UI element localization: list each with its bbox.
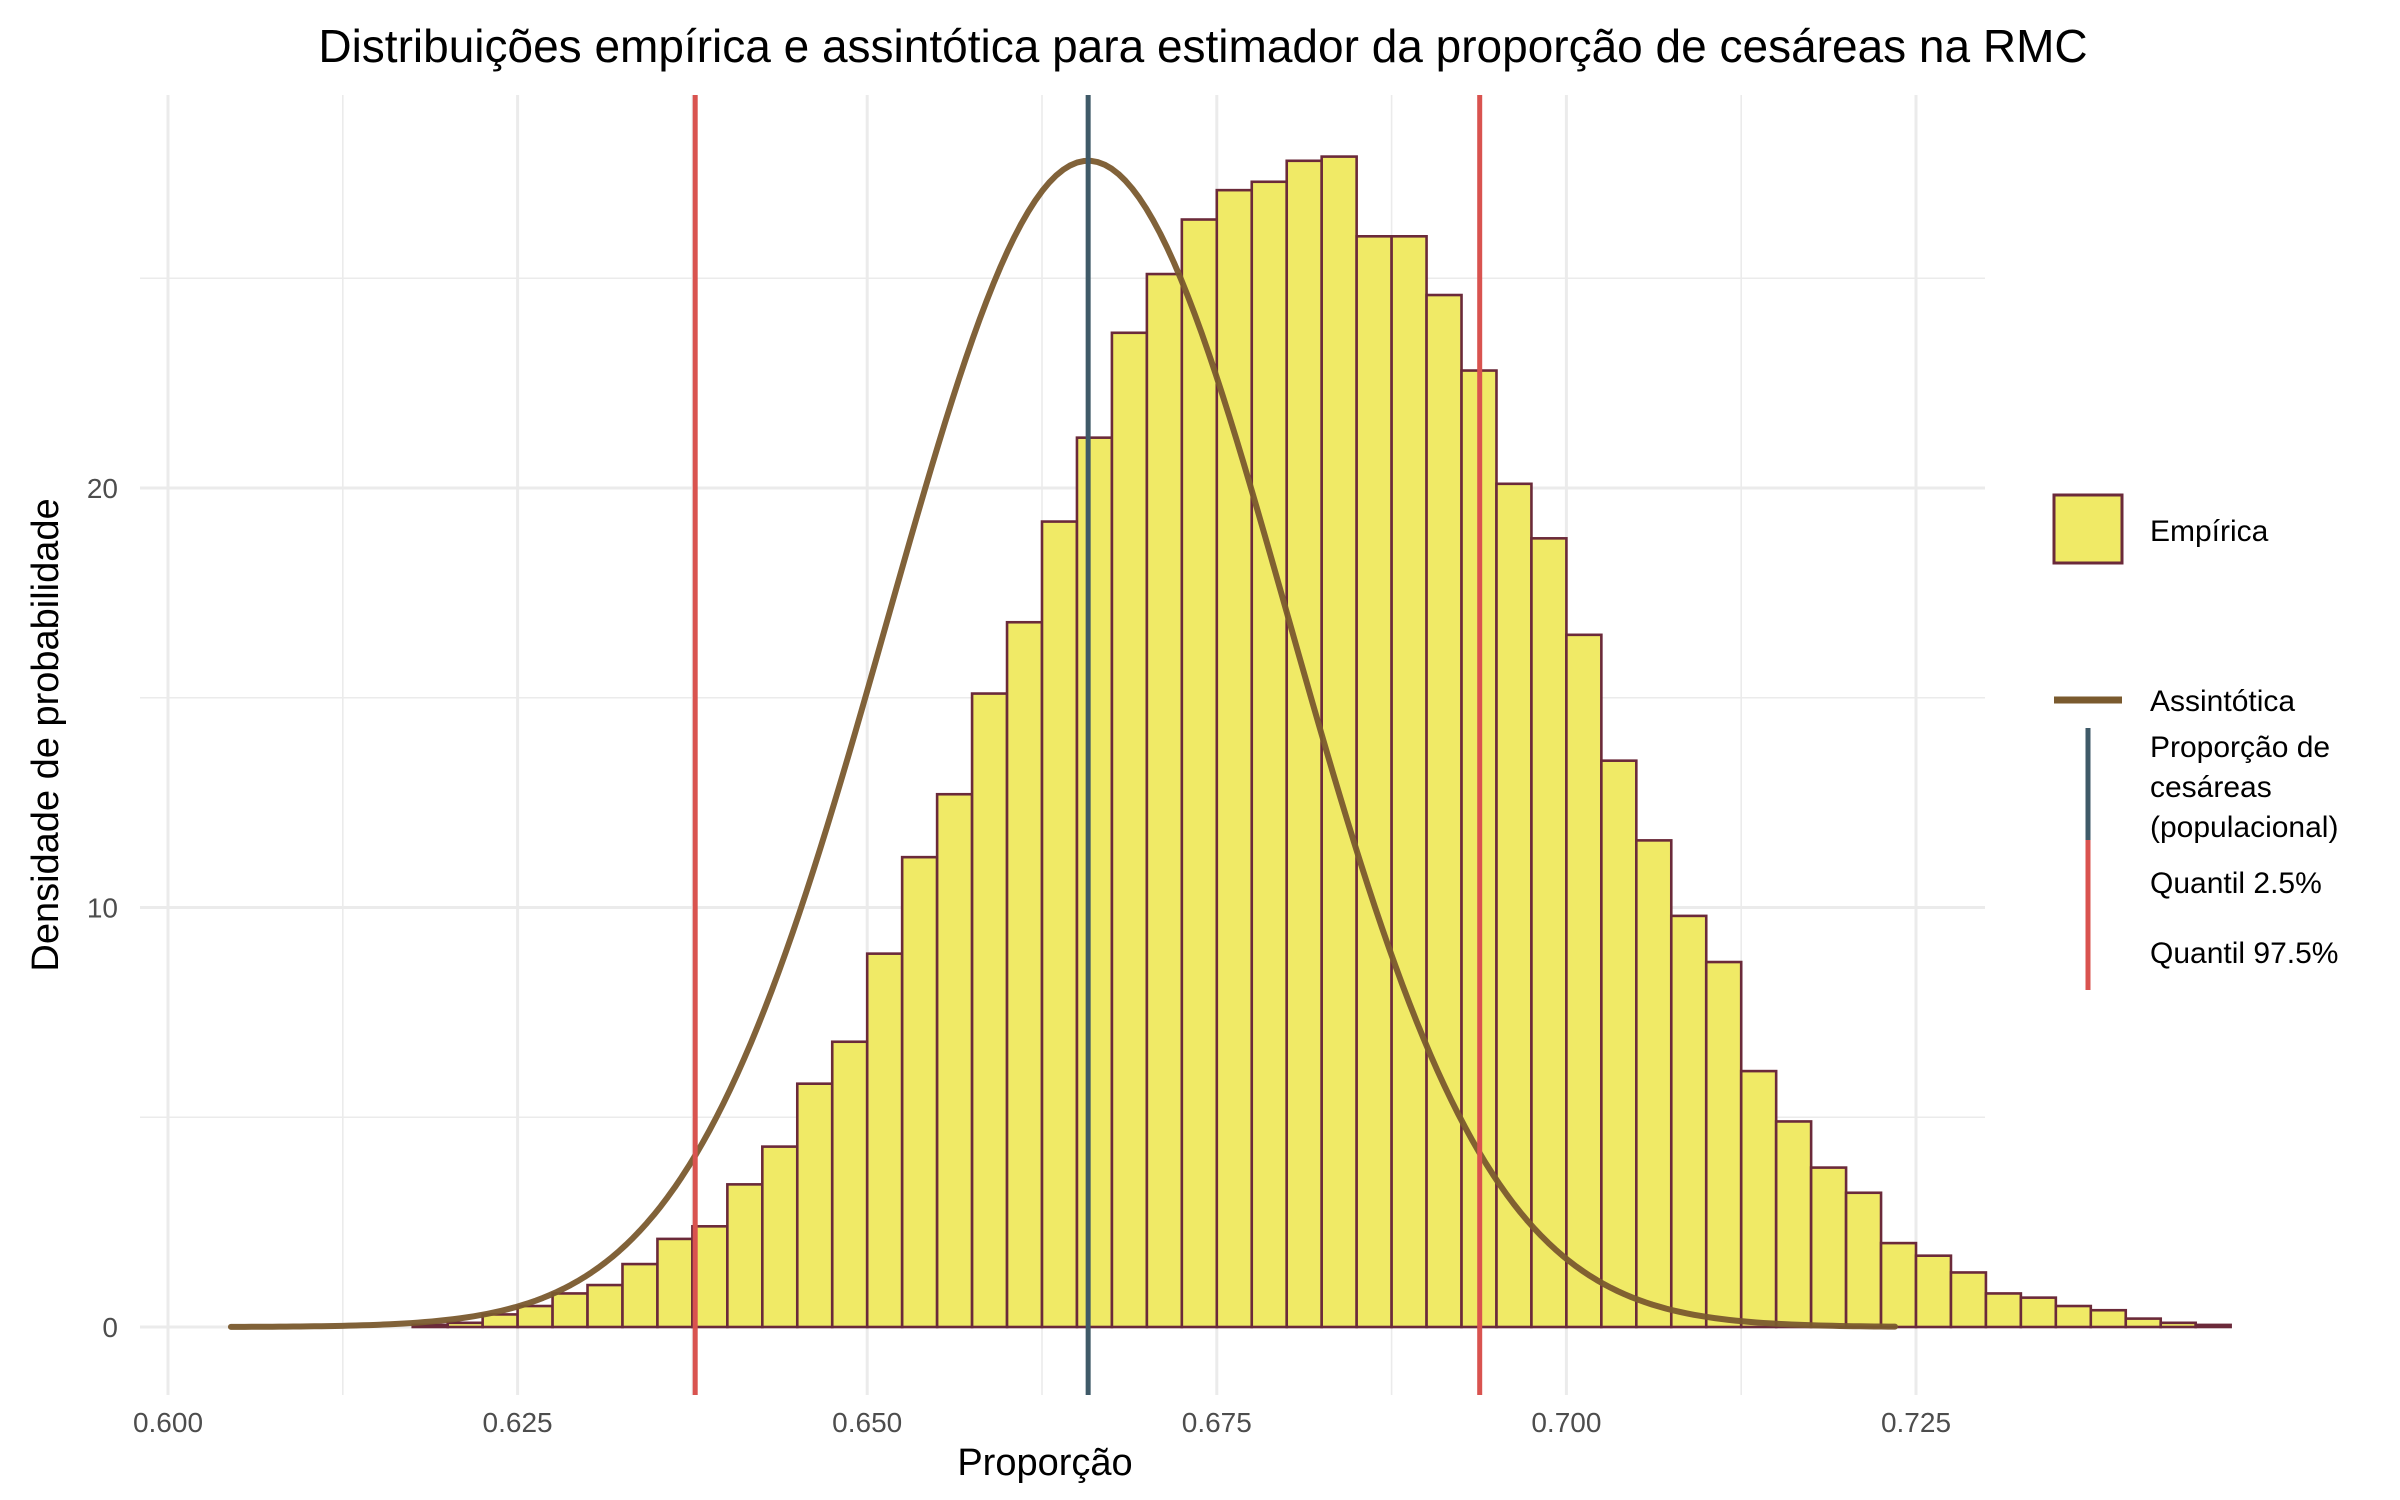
- histogram-bar: [656, 1237, 694, 1329]
- histogram-bar: [1739, 1069, 1778, 1329]
- x-tick-label: 0.650: [832, 1407, 902, 1438]
- histogram-bar: [2019, 1296, 2058, 1329]
- histogram-bar: [1774, 1120, 1813, 1329]
- histogram-bar: [1530, 537, 1568, 1329]
- histogram-bar: [621, 1262, 659, 1329]
- x-tick-label: 0.725: [1881, 1407, 1951, 1438]
- x-tick-label: 0.600: [133, 1407, 203, 1438]
- legend-label-populacional-line-2: cesáreas: [2150, 771, 2272, 804]
- histogram-bar: [446, 1321, 484, 1329]
- histogram-bar: [2194, 1323, 2232, 1329]
- histogram-bar: [865, 952, 904, 1329]
- histogram-bar: [1949, 1271, 1988, 1329]
- legend-key-empirica: [2052, 493, 2124, 565]
- histogram-bar: [2159, 1321, 2197, 1329]
- histogram-bar: [726, 1183, 764, 1329]
- x-tick-label: 0.625: [483, 1407, 553, 1438]
- histogram-bar: [2054, 1304, 2093, 1329]
- histogram-bar: [1250, 180, 1289, 1329]
- legend-label-empirica: Empírica: [2150, 515, 2269, 548]
- legend-label-populacional-line-3: (populacional): [2150, 811, 2338, 844]
- histogram-bar: [516, 1304, 554, 1329]
- y-tick-label: 20: [87, 473, 118, 504]
- density-curve: [227, 157, 1899, 1330]
- histogram-bar: [1110, 331, 1149, 1329]
- legend-label-assintotica: Assintótica: [2150, 685, 2295, 718]
- x-axis-tick-labels: 0.600 0.625 0.650 0.675 0.700 0.725: [133, 1407, 1951, 1438]
- histogram-bar: [1005, 620, 1044, 1329]
- histogram-bar: [1180, 218, 1219, 1329]
- histogram-bar: [795, 1082, 834, 1329]
- y-tick-label: 0: [102, 1312, 118, 1343]
- legend-label-quantil-975: Quantil 97.5%: [2150, 937, 2338, 970]
- x-tick-label: 0.675: [1182, 1407, 1252, 1438]
- y-tick-label: 10: [87, 893, 118, 924]
- histogram-bar: [1075, 436, 1114, 1329]
- histogram-bar: [2124, 1317, 2163, 1329]
- histogram-bar: [830, 1040, 869, 1329]
- histogram-bar: [586, 1283, 624, 1329]
- histogram-bar: [1565, 633, 1603, 1329]
- histogram-bar: [1914, 1254, 1953, 1329]
- histogram-bar: [900, 855, 939, 1329]
- histogram-bar: [970, 692, 1009, 1329]
- legend-label-quantil-025: Quantil 2.5%: [2150, 867, 2322, 900]
- histogram-bar: [1355, 235, 1393, 1329]
- x-axis-label: Proporção: [957, 1442, 1132, 1484]
- histogram-bar: [551, 1292, 589, 1329]
- y-axis-tick-labels: 0 10 20: [87, 473, 118, 1343]
- histogram-bar: [1320, 155, 1358, 1329]
- vertical-reference-lines: [692, 95, 1483, 1395]
- histogram-bar: [1285, 159, 1323, 1329]
- histogram-bar: [2089, 1308, 2128, 1329]
- histogram-bar: [1809, 1166, 1848, 1329]
- histogram-bar: [1879, 1241, 1918, 1329]
- legend-label-populacional-line-1: Proporção de: [2150, 731, 2330, 764]
- histogram-bar: [1040, 520, 1079, 1329]
- histogram-bar: [1215, 188, 1254, 1329]
- legend: Empírica Assintótica Proporção de cesáre…: [2052, 493, 2338, 990]
- histogram-bar: [1984, 1292, 2023, 1329]
- y-axis-label: Densidade de probabilidade: [25, 498, 67, 971]
- x-tick-label: 0.700: [1531, 1407, 1601, 1438]
- histogram-bar: [761, 1145, 799, 1329]
- histogram-bar: [1704, 960, 1743, 1329]
- histogram-bar: [1635, 839, 1673, 1329]
- histogram-bar: [935, 792, 974, 1329]
- legend-label-populacional: Proporção de cesáreas (populacional): [2150, 731, 2338, 844]
- histogram-bar: [1425, 293, 1463, 1329]
- histogram-bar: [1600, 759, 1638, 1329]
- histogram-bar: [1145, 272, 1184, 1329]
- chart-title: Distribuições empírica e assintótica par…: [318, 20, 2087, 72]
- histogram-bar: [1844, 1191, 1883, 1329]
- histogram-bar: [1669, 914, 1708, 1329]
- histogram-bar: [1390, 235, 1428, 1329]
- histogram-bar: [691, 1225, 729, 1329]
